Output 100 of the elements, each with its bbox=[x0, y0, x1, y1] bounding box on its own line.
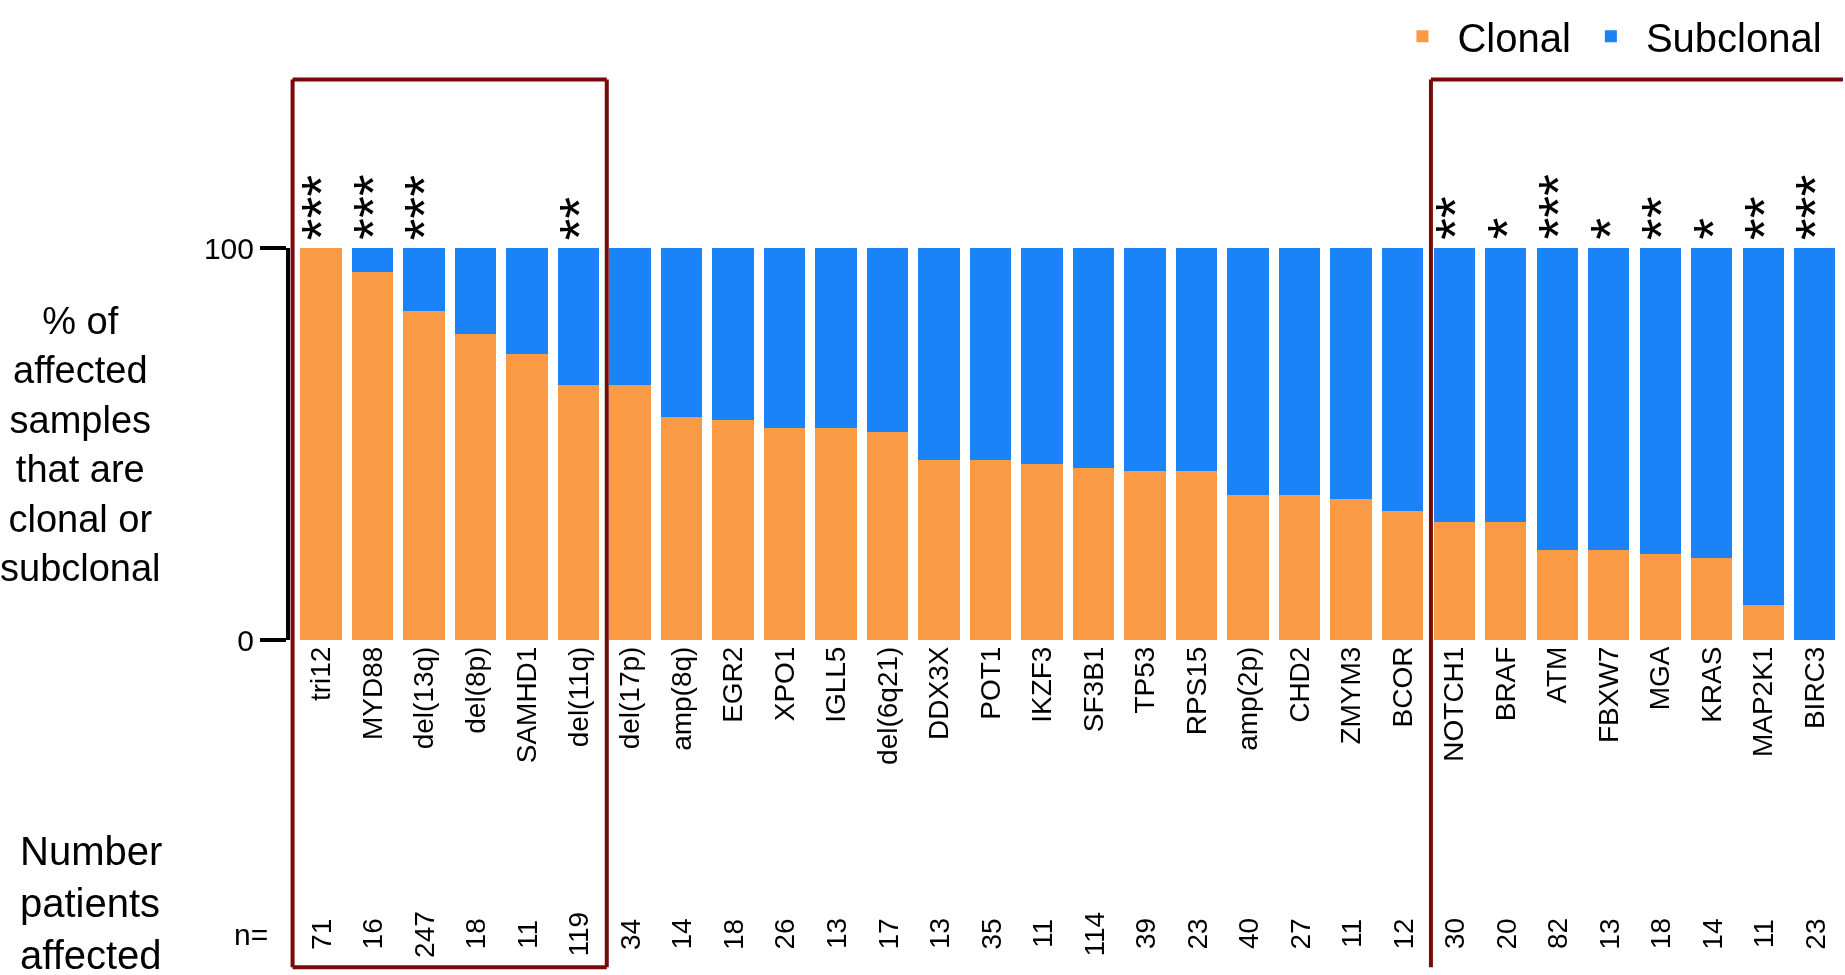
bar bbox=[1433, 522, 1475, 640]
x-tick-label: DDX3X bbox=[923, 646, 955, 740]
text: 16 bbox=[357, 918, 389, 950]
x-tick-label: amp(2p) bbox=[1232, 646, 1264, 751]
text: 71 bbox=[305, 918, 337, 950]
x-tick-label: ATM bbox=[1541, 646, 1573, 704]
x-tick-label: del(6q21) bbox=[871, 646, 903, 765]
bar bbox=[1021, 463, 1063, 640]
text: 11 bbox=[1336, 919, 1368, 949]
bar bbox=[763, 248, 806, 429]
y-axis-title: % of affected samples that are clonal or subclonal bbox=[0, 300, 161, 589]
text: 39 bbox=[1130, 917, 1162, 950]
bar bbox=[609, 385, 651, 640]
bar bbox=[712, 248, 754, 421]
y-tick-label: 0 bbox=[237, 623, 254, 657]
bar bbox=[1227, 248, 1269, 495]
bar bbox=[1536, 549, 1578, 640]
text: 18 bbox=[1645, 917, 1677, 950]
y-tick-label: 100 bbox=[203, 231, 254, 265]
x-tick-label: MYD88 bbox=[356, 646, 388, 740]
bar bbox=[1485, 248, 1527, 523]
bar bbox=[506, 353, 548, 640]
x-tick-label: tri12 bbox=[305, 646, 337, 702]
bar bbox=[1691, 557, 1733, 640]
bar bbox=[1639, 248, 1681, 554]
text: 34 bbox=[614, 918, 646, 950]
text: 82 bbox=[1542, 917, 1574, 950]
text: 14 bbox=[1696, 918, 1728, 950]
x-tick-label: CHD2 bbox=[1283, 646, 1315, 723]
text: 26 bbox=[769, 918, 801, 950]
text: 11 bbox=[511, 919, 543, 949]
x-tick-label: IGLL5 bbox=[820, 646, 852, 723]
bar bbox=[1124, 248, 1166, 472]
bar bbox=[969, 248, 1012, 460]
x-tick-label: XPO1 bbox=[768, 646, 800, 722]
bar bbox=[609, 248, 651, 386]
legend-label: Clonal bbox=[1457, 15, 1571, 60]
text: 23 bbox=[1799, 918, 1831, 950]
text: 18 bbox=[460, 918, 492, 950]
text: 13 bbox=[821, 917, 852, 949]
bar bbox=[1381, 248, 1424, 511]
annotation: ** bbox=[547, 196, 611, 241]
text: 13 bbox=[924, 917, 956, 950]
bar bbox=[351, 271, 394, 640]
bar bbox=[403, 310, 445, 640]
text: 114 bbox=[1078, 911, 1110, 957]
text: 17 bbox=[872, 918, 904, 950]
x-tick-label: ZMYM3 bbox=[1335, 646, 1367, 745]
text: 247 bbox=[408, 911, 440, 958]
x-tick-label: POT1 bbox=[974, 646, 1006, 720]
x-tick-label: KRAS bbox=[1695, 646, 1727, 723]
x-tick-label: BIRC3 bbox=[1798, 646, 1830, 730]
bar bbox=[1639, 553, 1681, 640]
text: 13 bbox=[1593, 918, 1625, 950]
x-tick-label: amp(8q) bbox=[665, 646, 697, 751]
bar bbox=[815, 248, 857, 429]
bar bbox=[763, 428, 806, 640]
bar bbox=[1072, 467, 1115, 640]
bar bbox=[918, 459, 960, 640]
text: 30 bbox=[1439, 917, 1471, 950]
text: 40 bbox=[1233, 917, 1265, 950]
bar bbox=[557, 385, 600, 640]
bar bbox=[1278, 494, 1321, 640]
bar bbox=[1124, 471, 1166, 640]
bar bbox=[351, 248, 394, 272]
bar bbox=[969, 459, 1012, 640]
text: Number patients affected bbox=[20, 829, 163, 975]
text: 20 bbox=[1490, 918, 1522, 950]
bar bbox=[454, 248, 497, 335]
bar bbox=[815, 428, 857, 640]
bar bbox=[1330, 498, 1372, 640]
bar bbox=[1691, 248, 1733, 558]
x-tick-label: BCOR bbox=[1386, 646, 1418, 728]
text: 35 bbox=[975, 918, 1007, 950]
x-tick-label: del(13q) bbox=[408, 646, 440, 750]
text: 11 bbox=[1748, 919, 1780, 949]
text: n= bbox=[234, 918, 269, 951]
text: 14 bbox=[666, 918, 698, 950]
bar bbox=[866, 432, 909, 640]
text: 18 bbox=[717, 918, 749, 950]
bar bbox=[300, 248, 342, 640]
bar bbox=[866, 248, 909, 433]
x-tick-label: MGA bbox=[1644, 646, 1676, 711]
text: 119 bbox=[563, 911, 595, 957]
bar bbox=[403, 248, 445, 311]
bar bbox=[1742, 604, 1784, 640]
x-tick-label: FBXW7 bbox=[1592, 646, 1624, 744]
bar bbox=[1536, 248, 1578, 550]
x-tick-label: del(8p) bbox=[459, 646, 491, 734]
x-tick-label: BRAF bbox=[1489, 646, 1521, 722]
bar bbox=[1742, 248, 1784, 605]
bar bbox=[660, 248, 703, 417]
bar bbox=[1278, 248, 1321, 495]
x-tick-label: EGR2 bbox=[717, 646, 749, 723]
legend-label: Subclonal bbox=[1645, 15, 1822, 60]
x-tick-label: del(11q) bbox=[562, 646, 594, 748]
bar bbox=[1794, 248, 1836, 640]
bar bbox=[506, 248, 548, 354]
x-tick-label: RPS15 bbox=[1180, 646, 1212, 736]
x-tick-label: IKZF3 bbox=[1026, 646, 1058, 723]
